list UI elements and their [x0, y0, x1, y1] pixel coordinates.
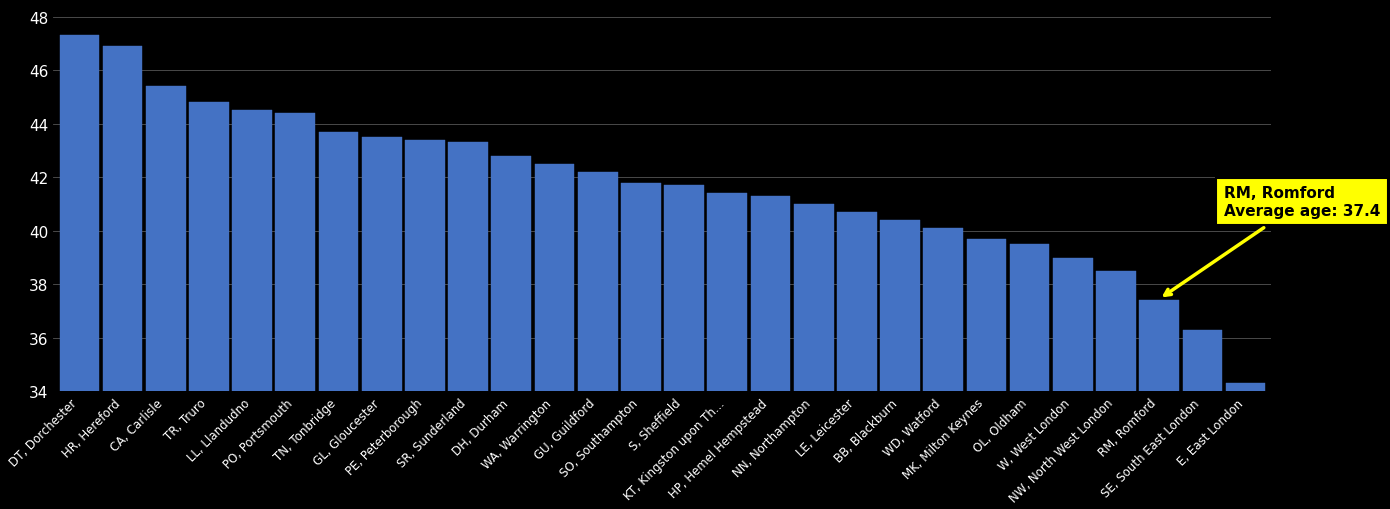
Bar — [621, 183, 660, 509]
Bar — [794, 205, 834, 509]
Bar — [837, 213, 877, 509]
Bar — [318, 132, 359, 509]
Bar — [1140, 301, 1179, 509]
Bar — [1097, 271, 1136, 509]
Bar — [448, 143, 488, 509]
Bar — [1054, 258, 1093, 509]
Bar — [492, 156, 531, 509]
Bar — [146, 87, 186, 509]
Bar — [1183, 330, 1222, 509]
Bar — [880, 220, 920, 509]
Bar — [275, 114, 316, 509]
Bar — [664, 186, 703, 509]
Bar — [966, 239, 1006, 509]
Bar — [103, 47, 142, 509]
Bar — [361, 138, 402, 509]
Bar — [1009, 245, 1049, 509]
Bar — [404, 140, 445, 509]
Bar — [232, 111, 272, 509]
Bar — [60, 36, 99, 509]
Bar — [751, 196, 791, 509]
Bar — [189, 103, 229, 509]
Bar — [708, 194, 748, 509]
Bar — [1226, 384, 1265, 509]
Bar — [578, 173, 617, 509]
Bar — [535, 164, 574, 509]
Bar — [923, 229, 963, 509]
Text: RM, Romford
Average age: 37.4: RM, Romford Average age: 37.4 — [1165, 186, 1380, 296]
